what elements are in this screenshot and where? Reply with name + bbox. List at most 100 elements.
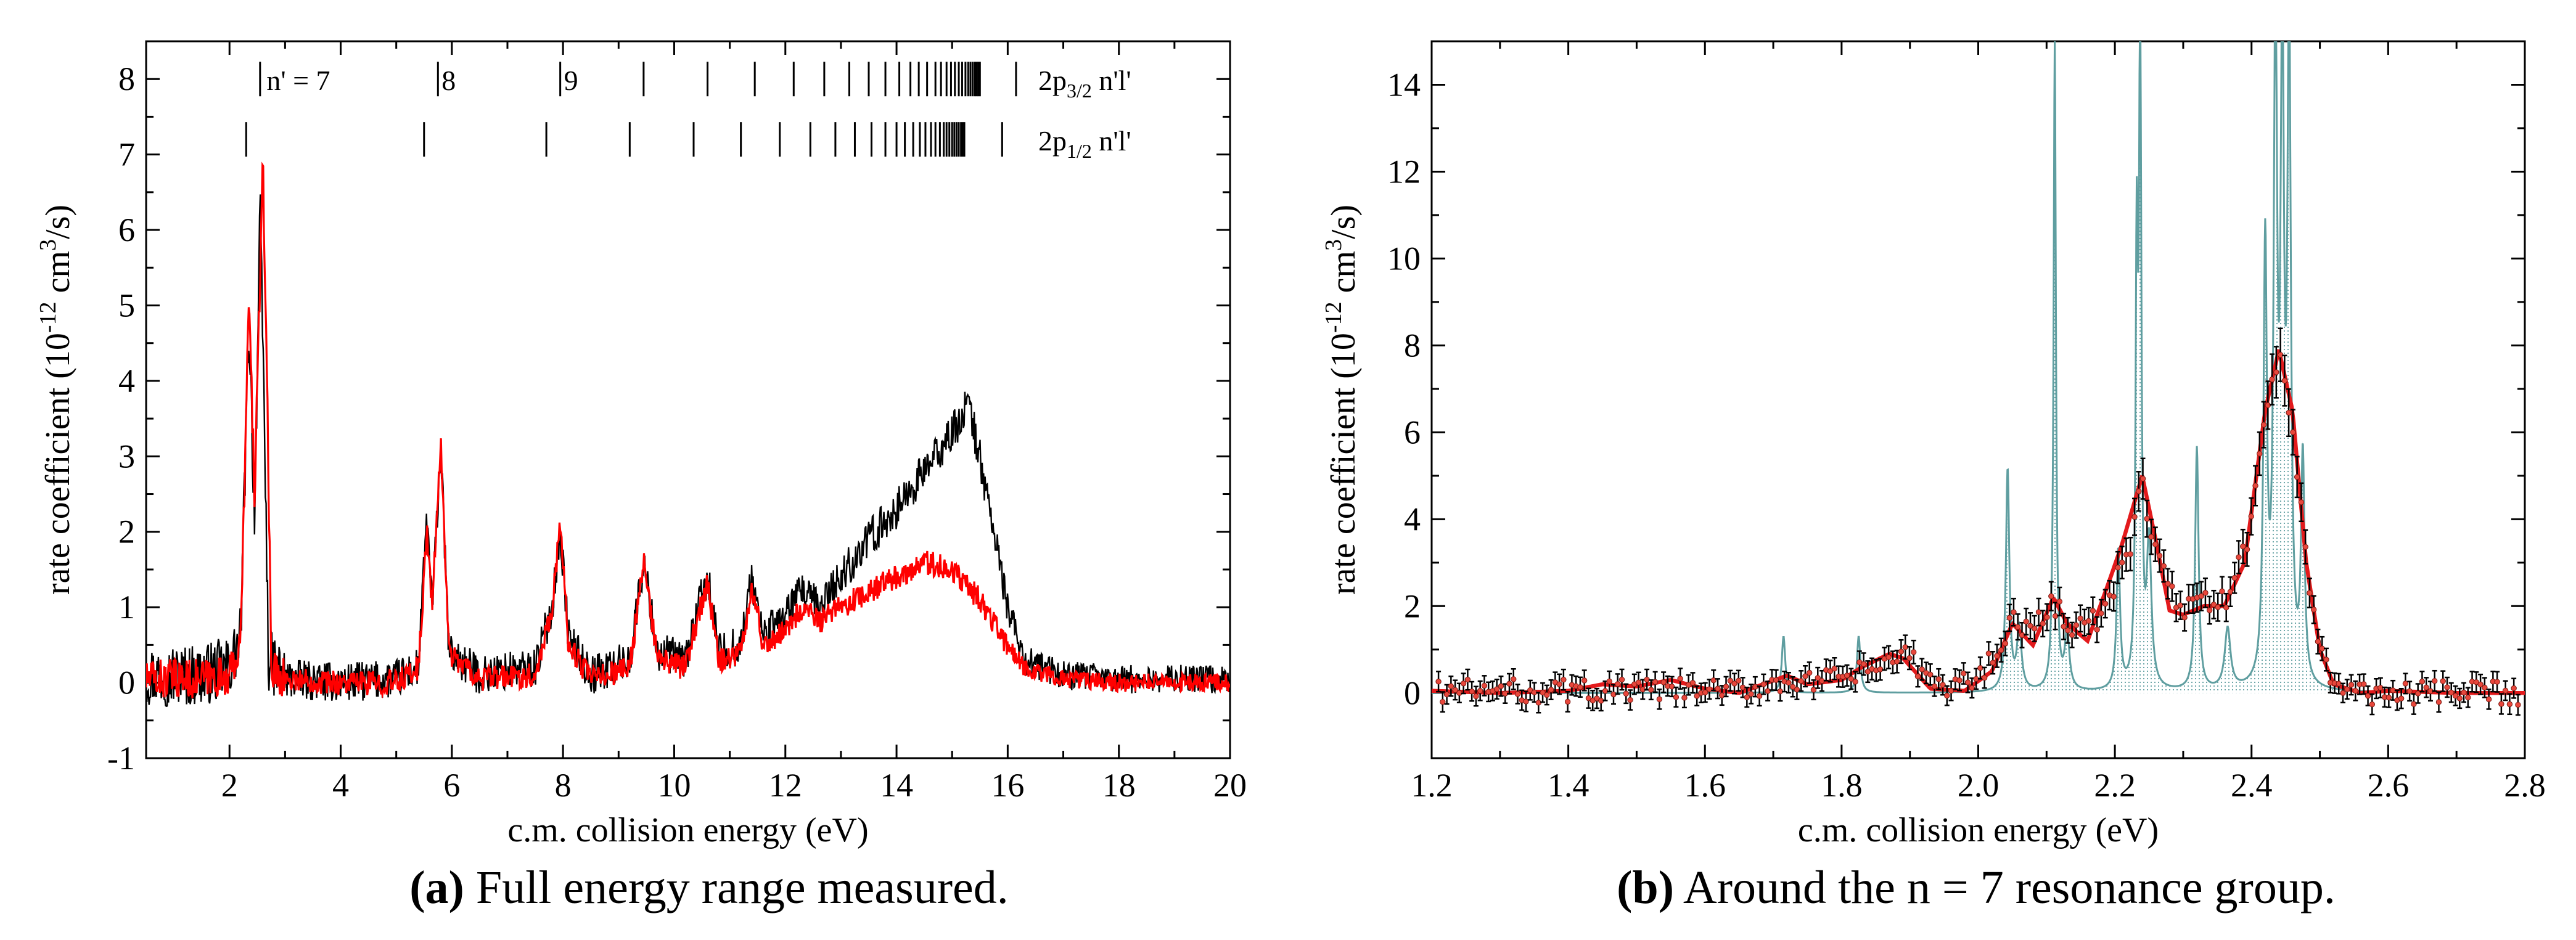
b-data-point bbox=[1564, 698, 1571, 705]
b-data-point bbox=[2369, 701, 2376, 708]
b-series-group bbox=[1432, 41, 2525, 716]
a-annotation-n9: 9 bbox=[564, 65, 578, 96]
b-data-point bbox=[2077, 615, 2083, 621]
b-data-point bbox=[1731, 680, 1737, 687]
b-data-point bbox=[1477, 688, 1483, 694]
b-data-point bbox=[1623, 690, 1629, 697]
b-data-point bbox=[1927, 671, 1934, 678]
b-data-point bbox=[2461, 689, 2467, 696]
b-data-point bbox=[1627, 697, 1633, 703]
b-data-point bbox=[2423, 684, 2429, 691]
b-data-point bbox=[1710, 677, 1717, 684]
b-data-point bbox=[1440, 699, 1446, 705]
b-data-point bbox=[2406, 688, 2413, 695]
b-data-point bbox=[2160, 563, 2167, 570]
b-data-point bbox=[2432, 677, 2438, 684]
b-data-point bbox=[1844, 672, 1850, 679]
b-data-point bbox=[1464, 676, 1471, 683]
b-data-point bbox=[2315, 639, 2321, 645]
b-ytick-label: 4 bbox=[1404, 501, 1421, 537]
b-data-point bbox=[1744, 694, 1750, 700]
b-data-point bbox=[1577, 684, 1583, 690]
b-data-point bbox=[2119, 559, 2125, 566]
a-ytick-label: 7 bbox=[118, 136, 135, 173]
a-ytick-label: -1 bbox=[107, 740, 135, 777]
b-data-point bbox=[2307, 590, 2313, 596]
a-xtick-label: 14 bbox=[880, 767, 913, 804]
b-data-point bbox=[1498, 683, 1504, 689]
a-xtick-label: 18 bbox=[1102, 767, 1136, 804]
a-annotation-row1: 2p3/2 n'l' bbox=[1038, 65, 1131, 102]
a-ylabel-part: cm bbox=[39, 251, 77, 301]
b-ytick-label: 2 bbox=[1404, 587, 1421, 624]
b-data-point bbox=[1948, 687, 1955, 694]
b-data-point bbox=[2032, 626, 2038, 632]
b-data-point bbox=[1893, 658, 1900, 665]
b-data-point bbox=[1794, 687, 1800, 693]
b-data-point bbox=[2310, 607, 2317, 613]
b-data-point bbox=[2040, 621, 2046, 627]
b-data-point bbox=[2069, 632, 2075, 638]
b-data-point bbox=[2302, 544, 2308, 550]
b-data-point bbox=[2385, 694, 2392, 701]
b-data-point bbox=[1548, 687, 1554, 693]
a-annotation-row1-sub: 3/2 bbox=[1067, 80, 1092, 102]
a-ylabel: rate coefficient (10-12 cm3/s) bbox=[35, 205, 77, 595]
b-data-point bbox=[2260, 422, 2267, 428]
b-data-point bbox=[2440, 678, 2446, 684]
b-data-point bbox=[1443, 691, 1450, 698]
b-data-point bbox=[2148, 534, 2154, 540]
b-data-point bbox=[1494, 686, 1500, 692]
b-ytick-label: 14 bbox=[1387, 66, 1421, 103]
a-ylabel-sup: -12 bbox=[35, 301, 61, 333]
b-data-point bbox=[2136, 488, 2142, 494]
caption-b: (b) Around the n = 7 resonance group. bbox=[1412, 851, 2540, 925]
b-data-point bbox=[2023, 618, 2029, 625]
b-data-point bbox=[1898, 648, 1905, 655]
b-data-point bbox=[1864, 668, 1871, 675]
b-ylabel-part: rate coefficient (10 bbox=[1324, 333, 1363, 595]
b-data-point bbox=[2210, 602, 2217, 608]
a-annotation-n8: 8 bbox=[441, 65, 456, 96]
a-xtick-label: 20 bbox=[1213, 767, 1247, 804]
b-data-point bbox=[2398, 695, 2405, 701]
a-xtick-label: 12 bbox=[769, 767, 802, 804]
a-plot-frame bbox=[145, 40, 1231, 759]
b-data-point bbox=[1944, 692, 1950, 699]
b-data-point bbox=[2414, 690, 2421, 697]
b-xtick-label: 1.4 bbox=[1548, 767, 1589, 804]
b-data-point bbox=[1615, 680, 1621, 687]
b-theory-shading bbox=[1978, 41, 2334, 693]
b-data-point bbox=[1969, 685, 1975, 691]
b-data-point bbox=[1736, 677, 1742, 684]
b-data-point bbox=[1689, 680, 1696, 686]
b-data-point bbox=[2252, 483, 2258, 489]
b-data-point bbox=[2002, 640, 2009, 647]
b-data-point bbox=[2294, 474, 2300, 480]
b-data-point bbox=[2011, 609, 2017, 615]
b-data-point bbox=[2131, 513, 2138, 520]
b-data-point bbox=[1748, 691, 1754, 697]
b-data-point bbox=[2465, 694, 2471, 701]
b-data-point bbox=[2290, 429, 2296, 435]
b-data-point bbox=[1985, 650, 1992, 656]
a-xtick-label: 6 bbox=[443, 767, 460, 804]
b-data-point bbox=[1652, 679, 1659, 685]
chart-b: 1.2 1.4 1.6 1.8 2.0 2.2 2.4 2.6 2.8 0 2 4 6 8 10 12 14 c.… bbox=[1321, 40, 2546, 849]
b-data-point bbox=[2035, 609, 2042, 615]
b-data-point bbox=[1561, 676, 1567, 683]
b-data-point bbox=[1556, 681, 1562, 687]
b-data-point bbox=[1798, 678, 1804, 684]
b-data-point bbox=[1911, 649, 1917, 655]
b-data-point bbox=[2223, 604, 2229, 611]
b-data-point bbox=[2444, 684, 2450, 690]
b-data-point bbox=[1956, 677, 1963, 684]
a-ytick-label: 4 bbox=[118, 362, 135, 399]
b-data-point bbox=[2177, 602, 2184, 608]
b-data-point bbox=[1514, 691, 1521, 697]
b-data-point bbox=[2402, 680, 2409, 687]
a-ylabel-part: /s) bbox=[39, 205, 77, 239]
b-data-point bbox=[2227, 589, 2234, 595]
